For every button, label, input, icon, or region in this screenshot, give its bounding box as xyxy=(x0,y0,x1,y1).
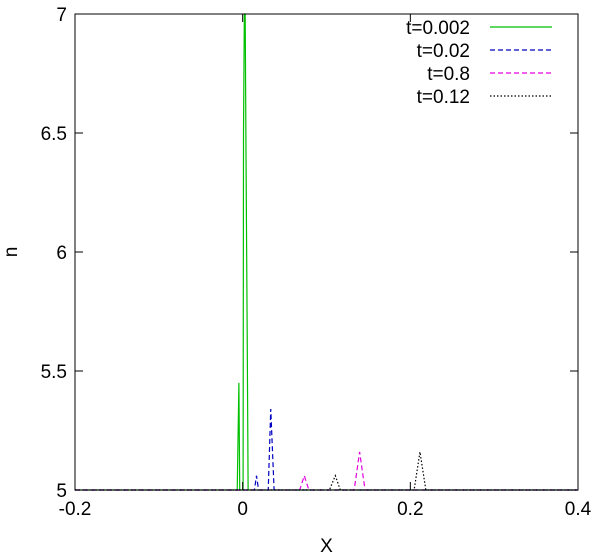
y-tick-label: 6.5 xyxy=(41,124,67,145)
legend-label: t=0.02 xyxy=(417,41,470,62)
y-tick-label: 5.5 xyxy=(41,362,67,383)
series-line xyxy=(75,409,578,491)
x-tick-label: 0.2 xyxy=(397,499,423,520)
x-tick-label: 0.4 xyxy=(565,499,592,520)
x-tick-label: 0 xyxy=(237,499,248,520)
legend-label: t=0.12 xyxy=(417,87,470,108)
y-tick-label: 6 xyxy=(56,243,67,264)
plot-frame xyxy=(74,13,579,491)
x-axis: -0.2 0 0.2 0.4 xyxy=(59,14,592,520)
x-tick-label: -0.2 xyxy=(59,499,92,520)
legend-label: t=0.002 xyxy=(406,18,470,39)
y-axis: 5 5.5 6 6.5 7 xyxy=(41,5,578,502)
series-layer xyxy=(75,13,578,491)
legend-label: t=0.8 xyxy=(427,64,470,85)
y-tick-label: 5 xyxy=(56,481,67,502)
x-axis-label: X xyxy=(320,536,333,556)
y-axis-label: n xyxy=(1,247,22,258)
series-line xyxy=(75,451,578,491)
series-line xyxy=(75,13,578,491)
y-tick-label: 7 xyxy=(56,5,67,26)
series-line xyxy=(75,451,578,491)
